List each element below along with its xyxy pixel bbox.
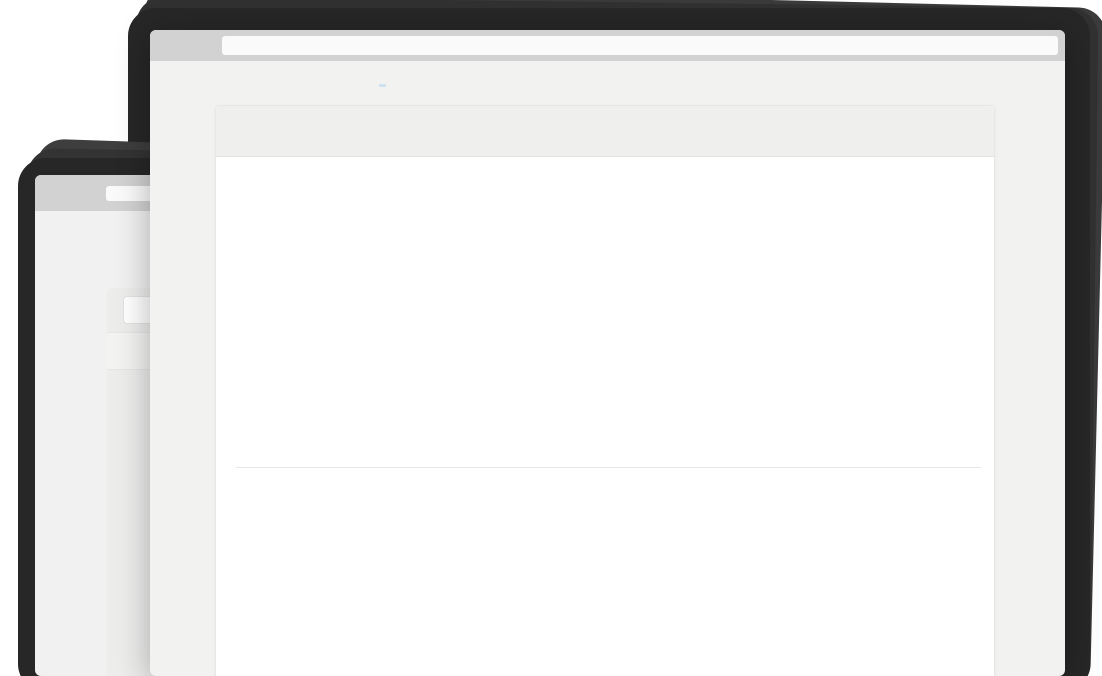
clicks-area-chart [234,231,994,431]
front-browser-window [150,30,1065,676]
tiny-blue-dash [379,84,386,87]
section-divider [236,467,981,468]
front-address-bar[interactable] [222,36,1058,55]
analytics-card [215,105,995,676]
card-header [216,106,994,157]
browsers-bar-chart [608,534,988,676]
front-chrome-bar [150,30,1065,61]
referrals-donut-chart [236,534,596,676]
